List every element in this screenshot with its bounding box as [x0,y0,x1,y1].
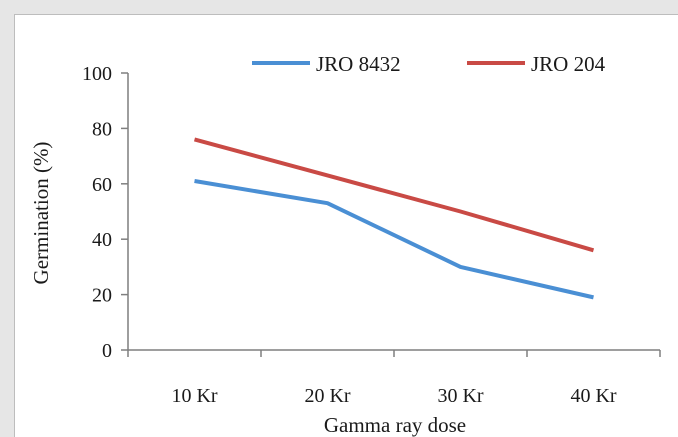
series-line-jro-8432 [194,179,594,300]
legend-label-jro-204: JRO 204 [531,52,606,76]
chart-frame [14,14,678,437]
y-tick-label: 60 [92,174,112,196]
x-axis-title: Gamma ray dose [324,413,466,437]
x-tick-label: 10 Kr [171,385,217,407]
series-layer [193,137,595,300]
legend-label-jro-8432: JRO 8432 [316,52,401,76]
y-tick-label: 40 [92,229,112,251]
y-tick-label: 100 [82,63,112,85]
legend: JRO 8432 JRO 204 [252,52,606,76]
x-axis: 10 Kr 20 Kr 30 Kr 40 Kr [127,349,661,407]
series-line-jro-204 [193,137,595,253]
y-axis-title: Germination (%) [29,142,53,285]
x-tick-label: 30 Kr [437,385,483,407]
x-tick-label: 40 Kr [570,385,616,407]
y-tick-label: 80 [92,118,112,140]
x-tick-label: 20 Kr [304,385,350,407]
y-axis: 0 20 40 60 80 100 [82,63,129,362]
y-tick-label: 20 [92,285,112,307]
y-tick-label: 0 [102,340,112,362]
